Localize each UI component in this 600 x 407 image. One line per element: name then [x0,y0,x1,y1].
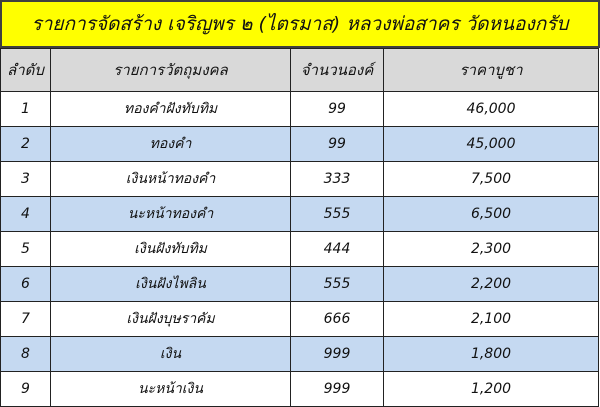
table-cell: 99 [290,91,384,127]
table-cell: เงินฝังบุษราคัม [50,301,291,337]
table-cell: 333 [290,161,384,197]
table-cell: ทองคำ [50,126,291,162]
table-cell: 2,100 [383,301,599,337]
table-row: 7 เงินฝังบุษราคัม 666 2,100 [0,301,599,337]
table-cell: 8 [0,336,51,372]
table-cell: 999 [290,336,384,372]
column-header: ราคาบูชา [383,48,599,92]
table-row: 5 เงินฝังทับทิม 444 2,300 [0,231,599,267]
table-cell: ทองคำฝังทับทิม [50,91,291,127]
table-cell: นะหน้าทองคำ [50,196,291,232]
table-cell: 555 [290,266,384,302]
table-cell: นะหน้าเงิน [50,371,291,407]
table-cell: 1,200 [383,371,599,407]
table-cell: 7,500 [383,161,599,197]
table-cell: 5 [0,231,51,267]
table-cell: 46,000 [383,91,599,127]
table-cell: 1,800 [383,336,599,372]
header-row: ลำดับ รายการวัตถุมงคล จำนวนองค์ ราคาบูชา [0,48,599,92]
table-cell: 4 [0,196,51,232]
table-body: 1 ทองคำฝังทับทิม 99 46,000 2 ทองคำ 99 45,000 3 เง… [0,91,599,407]
table-row: 4 นะหน้าทองคำ 555 6,500 [0,196,599,232]
table-cell: 1 [0,91,51,127]
table-cell: เงินฝังไพลิน [50,266,291,302]
table-row: 1 ทองคำฝังทับทิม 99 46,000 [0,91,599,127]
table-row: 3 เงินหน้าทองคำ 333 7,500 [0,161,599,197]
table-cell: 6 [0,266,51,302]
table-cell: 666 [290,301,384,337]
table-row: 6 เงินฝังไพลิน 555 2,200 [0,266,599,302]
table-cell: 999 [290,371,384,407]
table-cell: 6,500 [383,196,599,232]
table-row: 2 ทองคำ 99 45,000 [0,126,599,162]
table-cell: 7 [0,301,51,337]
table-cell: 2,200 [383,266,599,302]
title: รายการจัดสร้าง เจริญพร ๒ (ไตรมาส) หลวงพ่… [0,0,600,48]
table-cell: 45,000 [383,126,599,162]
table-cell: 2 [0,126,51,162]
table-cell: เงินหน้าทองคำ [50,161,291,197]
table-row: 9 นะหน้าเงิน 999 1,200 [0,371,599,407]
table-cell: เงินฝังทับทิม [50,231,291,267]
table-cell: 99 [290,126,384,162]
table-row: 8 เงิน 999 1,800 [0,336,599,372]
table-cell: 3 [0,161,51,197]
column-header: ลำดับ [0,48,51,92]
table-cell: 2,300 [383,231,599,267]
table-cell: 444 [290,231,384,267]
column-header: จำนวนองค์ [290,48,384,92]
column-header: รายการวัตถุมงคล [50,48,291,92]
table-cell: 555 [290,196,384,232]
table-cell: เงิน [50,336,291,372]
table-cell: 9 [0,371,51,407]
